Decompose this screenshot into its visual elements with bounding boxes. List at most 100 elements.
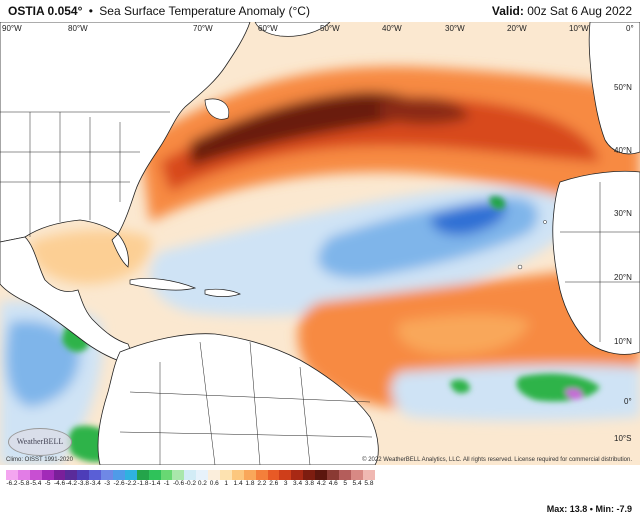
color-scale-tick-label: -5.8 — [18, 480, 30, 487]
map-header: OSTIA 0.054° • Sea Surface Temperature A… — [0, 0, 640, 22]
lat-label: 30°N — [614, 209, 632, 218]
color-scale-tick-label: -2.6 — [113, 480, 125, 487]
min-value: -7.9 — [616, 504, 632, 514]
longitude-labels: 90°W 80°W 70°W 60°W 50°W 40°W 30°W 20°W … — [2, 24, 634, 33]
color-scale-swatch — [53, 470, 66, 480]
color-scale-tick-label: 5.8 — [364, 480, 374, 487]
lat-label: 10°S — [614, 434, 631, 443]
lat-label: 20°N — [614, 273, 632, 282]
color-scale-swatch — [41, 470, 54, 480]
central-america-land — [0, 236, 131, 363]
lon-label: 70°W — [193, 24, 213, 33]
color-scale-tick-label: 1.8 — [245, 480, 255, 487]
color-scale-tick-label: 5 — [343, 480, 347, 487]
europe-land — [588, 22, 640, 155]
cool-green-spot — [489, 196, 506, 210]
min-label: Min: — [595, 504, 614, 514]
color-scale-swatch — [89, 470, 102, 480]
equatorial-purple-spot — [565, 388, 583, 400]
cape-verde-islands — [517, 264, 523, 270]
lon-label: 60°W — [258, 24, 278, 33]
warm-extreme-east — [380, 97, 470, 125]
color-scale-tick-label: -4.2 — [65, 480, 78, 487]
warm-extreme-core — [190, 91, 440, 167]
map-title: Sea Surface Temperature Anomaly (°C) — [99, 4, 310, 18]
color-scale-swatch — [315, 470, 328, 480]
south-america-land — [97, 333, 379, 465]
color-scale-swatch — [303, 470, 316, 480]
color-scale-tick-label: 4.6 — [328, 480, 338, 487]
color-scale-tick-label: -5.4 — [30, 480, 42, 487]
color-scale-swatch — [231, 470, 244, 480]
color-scale-swatch — [124, 470, 137, 480]
color-scale-swatch — [148, 470, 161, 480]
color-scale-swatch — [196, 470, 209, 480]
lon-label: 50°W — [320, 24, 340, 33]
equatorial-green-small — [450, 379, 470, 394]
lon-label: 80°W — [68, 24, 88, 33]
color-scale-swatch — [113, 470, 125, 480]
map-canvas: 90°W 80°W 70°W 60°W 50°W 40°W 30°W 20°W … — [0, 22, 640, 465]
color-scale-swatch — [243, 470, 256, 480]
cool-strong-core — [430, 202, 506, 236]
color-scale-swatch — [267, 470, 280, 480]
color-scale-tick-label: -0.6 — [172, 480, 185, 487]
canary-islands — [543, 220, 547, 224]
color-scale-tick-label: 3.8 — [304, 480, 314, 487]
sst-anomaly-map: 90°W 80°W 70°W 60°W 50°W 40°W 30°W 20°W … — [0, 22, 640, 465]
color-scale-swatch — [101, 470, 114, 480]
color-scale: -6.2 -5.8 -5.4 -5 -4.6 -4.2 -3.8 -3.4 -3 -2.6 -2.2… — [6, 470, 375, 500]
color-scale-swatch — [65, 470, 78, 480]
north-america-land — [0, 22, 251, 243]
lat-label: 40°N — [614, 146, 632, 155]
color-scale-tick-label: -3 — [104, 480, 111, 487]
color-scale-swatch — [350, 470, 363, 480]
color-scale-tick-label: -3.8 — [77, 480, 89, 487]
stats-separator: • — [589, 504, 593, 514]
color-scale-tick-label: 3 — [283, 480, 288, 487]
color-scale-tick-label: 3.4 — [293, 480, 303, 487]
color-scale-swatch — [29, 470, 42, 480]
color-scale-tick-label: 4.2 — [316, 480, 326, 487]
color-scale-tick-label: -0.2 — [184, 480, 197, 487]
valid-label: Valid: — [491, 4, 524, 18]
lon-label: 30°W — [445, 24, 465, 33]
color-scale-tick-label: 1.4 — [233, 480, 243, 487]
pacific-cool-core — [6, 320, 81, 407]
color-scale-swatch — [160, 470, 173, 480]
color-scale-swatch — [255, 470, 268, 480]
color-scale-tick-label: 2.2 — [257, 480, 267, 487]
lon-label: 10°W — [569, 24, 589, 33]
color-scale-tick-label: 0.6 — [209, 480, 219, 487]
max-min-readout: Max: 13.8 • Min: -7.9 — [547, 504, 632, 514]
cuba-land — [129, 278, 197, 291]
weatherbell-logo: WeatherBELL — [8, 428, 72, 456]
color-scale-tick-label: -2.2 — [125, 480, 137, 487]
max-label: Max: — [546, 504, 568, 514]
lat-label: 0° — [624, 397, 632, 406]
header-bullet: • — [88, 4, 93, 18]
color-scale-tick-label: 5.4 — [352, 480, 362, 487]
color-scale-tick-label: -1 — [163, 480, 170, 487]
greenland-land — [254, 22, 331, 37]
warm-tropics-core — [397, 314, 530, 355]
color-scale-swatch — [220, 470, 232, 480]
product-name: OSTIA 0.054° — [8, 4, 83, 18]
valid-time: 00z Sat 6 Aug 2022 — [527, 4, 632, 18]
africa-land — [552, 170, 640, 355]
color-scale-tick-label: 1 — [224, 480, 228, 487]
color-scale-tick-label: -3.4 — [89, 480, 101, 487]
color-scale-swatch — [77, 470, 90, 480]
color-scale-swatch — [279, 470, 292, 480]
lon-label: 90°W — [2, 24, 22, 33]
color-scale-swatch — [338, 470, 351, 480]
color-scale-tick-label: -4.6 — [53, 480, 66, 487]
color-scale-tick-label: 2.6 — [269, 480, 279, 487]
newfoundland-land — [204, 98, 230, 120]
lon-label: 40°W — [382, 24, 402, 33]
political-borders — [0, 111, 640, 465]
color-scale-swatch — [208, 470, 221, 480]
color-scale-swatch — [6, 470, 18, 480]
color-scale-swatch — [17, 470, 30, 480]
climatology-note: Climo: OISST 1991-2020 — [6, 457, 73, 463]
